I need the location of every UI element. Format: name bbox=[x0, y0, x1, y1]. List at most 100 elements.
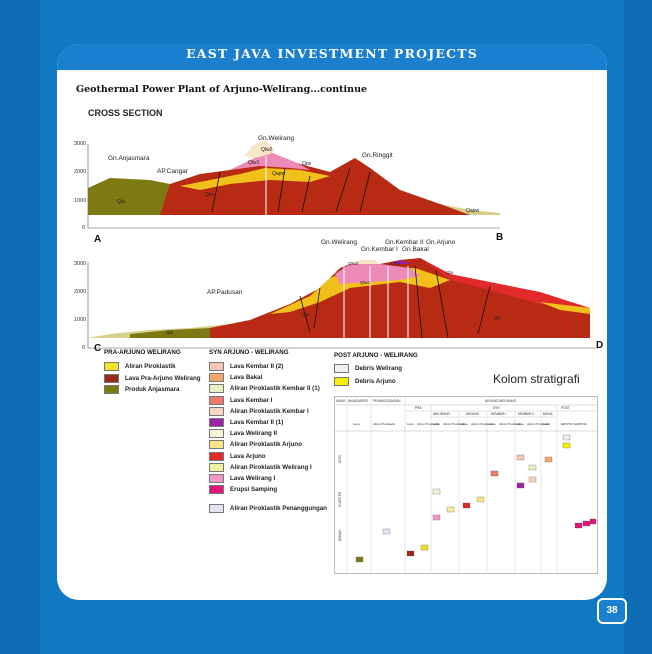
unit-qla2-cd: Qla bbox=[446, 270, 454, 275]
kolom-cell: Lava bbox=[489, 422, 496, 426]
kolom-cell: Aliran Piroklastik bbox=[443, 422, 466, 426]
legend-item: Lava Pra-Arjuno Welirang bbox=[104, 373, 201, 383]
legend-swatch bbox=[209, 485, 224, 495]
legend-label: Debris Welirang bbox=[355, 365, 402, 372]
right-margin-strip bbox=[624, 0, 652, 654]
legend-item: Lava Welirang II bbox=[209, 429, 277, 439]
section-title: CROSS SECTION bbox=[88, 108, 163, 118]
kolom-cell: KUARTER bbox=[338, 491, 342, 507]
label-gn-arjuno: Gn.Arjuno bbox=[426, 239, 456, 246]
legend-swatch bbox=[334, 377, 349, 386]
legend-item: Aliran Piroklastik Kembar II (1) bbox=[209, 384, 320, 394]
legend-label: Aliran Piroklastik Welirang I bbox=[230, 463, 312, 471]
legend-swatch bbox=[209, 462, 224, 472]
stratigraphic-column-table: UMUR ANJASMORO PENANGGUNGAN ARJUNO-WELIRANG… bbox=[334, 396, 598, 574]
cross-section-ab bbox=[87, 140, 500, 229]
legend-label: Aliran Piroklastik Arjuno bbox=[230, 441, 302, 449]
legend-swatch bbox=[209, 406, 224, 416]
kolom-cell: Lava bbox=[517, 422, 524, 426]
kolom-cell: BAWAH bbox=[338, 529, 342, 541]
axis-tick-1000-cd: 1000 bbox=[74, 317, 87, 323]
axis-tick-3000-cd: 3000 bbox=[74, 261, 87, 267]
legend-label: Lava Welirang I bbox=[230, 475, 276, 482]
legend-swatch bbox=[209, 395, 224, 405]
axis-tick-1000-ab: 1000 bbox=[74, 198, 87, 204]
unit-qlk2-cd: Qlk2 bbox=[391, 261, 401, 266]
axis-tick-0-ab: 0 bbox=[82, 225, 86, 231]
page-subtitle: Geothermal Power Plant of Arjuno-Weliran… bbox=[76, 84, 368, 95]
legend-swatch bbox=[209, 373, 224, 383]
legend-label: Lava Bakal bbox=[230, 374, 263, 382]
legend-swatch bbox=[209, 440, 224, 450]
legend-label: Lava Kembar I bbox=[230, 396, 273, 404]
legend-item: Debris Welirang bbox=[334, 364, 402, 373]
kolom-cell: WELIRANG bbox=[433, 412, 451, 416]
legend-item: Aliran Piroklastik Penanggungan bbox=[209, 504, 327, 514]
legend-swatch bbox=[104, 385, 119, 394]
legend-item: Produk Anjasmara bbox=[104, 385, 179, 394]
label-ap-cangar: AP.Cangar bbox=[157, 168, 188, 175]
unit-qlw2-ab: Qlw2 bbox=[261, 147, 273, 153]
kolom-cell: Lava bbox=[407, 422, 414, 426]
kolom-cell: ARJUNO bbox=[466, 412, 480, 416]
legend-item: Aliran Piroklastik Kembar I bbox=[209, 406, 309, 416]
legend-item: Lava Welirang I bbox=[209, 474, 275, 483]
legend-swatch bbox=[209, 384, 224, 394]
legend-item: Erupsi Samping bbox=[209, 485, 277, 495]
axis-tick-2000-ab: 2000 bbox=[74, 169, 87, 175]
corner-d: D bbox=[596, 340, 604, 351]
legend-swatch bbox=[209, 504, 224, 514]
kolom-cell: ATAS bbox=[338, 455, 342, 463]
label-gn-anjasmara: Gn.Anjasmara bbox=[108, 155, 150, 162]
kolom-cell: UMUR bbox=[336, 399, 346, 403]
kolom-cell: POST bbox=[561, 406, 570, 410]
legend-pra-title: PRA-ARJUNO WELIRANG bbox=[104, 349, 181, 356]
legend-swatch bbox=[209, 429, 224, 439]
unit-qps-ab: Qps bbox=[302, 161, 312, 167]
header-title: EAST JAVA INVESTMENT PROJECTS bbox=[186, 46, 478, 61]
legend-post-title: POST ARJUNO - WELIRANG bbox=[334, 352, 418, 359]
header-banner bbox=[57, 44, 607, 70]
legend-label: Aliran Piroklastik Kembar I bbox=[230, 407, 309, 415]
legend-swatch bbox=[209, 418, 224, 427]
legend-item: Debris Arjuno bbox=[334, 377, 396, 386]
unit-qlw1-ab: Qlw1 bbox=[248, 160, 260, 166]
kolom-cell: Lava bbox=[353, 422, 360, 426]
corner-c: C bbox=[94, 343, 102, 354]
legend-swatch bbox=[209, 362, 224, 371]
kolom-cell: Aliran Piroklastik bbox=[373, 422, 396, 426]
kolom-cell: Lava bbox=[433, 422, 440, 426]
legend-swatch bbox=[209, 474, 224, 483]
legend-item: Lava Kembar II (2) bbox=[209, 362, 283, 371]
axis-tick-3000-ab: 3000 bbox=[74, 141, 87, 147]
label-gn-ringgit: Gn.Ringgit bbox=[362, 152, 393, 159]
kolom-cell: PENANGGUNGAN bbox=[373, 399, 401, 403]
legend-item: Aliran Piroklastik bbox=[104, 362, 176, 371]
kolom-cell: Aliran Piroklastik bbox=[527, 422, 550, 426]
axis-tick-2000-cd: 2000 bbox=[74, 289, 87, 295]
label-gn-welirang-ab: Gn.Welirang bbox=[258, 135, 295, 142]
legend-label: Debris Arjuno bbox=[355, 378, 396, 385]
kolom-cell: KEMBAR I bbox=[491, 412, 507, 416]
legend-item: Aliran Piroklastik Arjuno bbox=[209, 440, 302, 450]
corner-b: B bbox=[496, 232, 504, 243]
legend-item: Lava Arjuno bbox=[209, 451, 266, 461]
legend-item: Lava Kembar II (1) bbox=[209, 418, 283, 427]
kolom-cell: Lava bbox=[543, 422, 550, 426]
kolom-cell: ANJASMORO bbox=[348, 399, 369, 403]
legend-label: Aliran Piroklastik Kembar II (1) bbox=[230, 385, 320, 393]
corner-a: A bbox=[94, 234, 102, 245]
kolom-cell: Lava bbox=[461, 422, 468, 426]
label-gn-kembar-i: Gn.Kembar I bbox=[361, 246, 398, 253]
legend-item: Lava Kembar I bbox=[209, 395, 273, 405]
unit-qla-cd: Qla bbox=[166, 330, 174, 335]
legend-label: Aliran Piroklastik bbox=[125, 363, 176, 370]
kolom-cell: ARJUNO-WELIRANG bbox=[485, 399, 517, 403]
page-number: 38 bbox=[597, 598, 627, 624]
legend-label: Lava Arjuno bbox=[230, 452, 266, 460]
unit-qla-ab: Qla bbox=[117, 199, 125, 205]
legend-label: Lava Welirang II bbox=[230, 430, 277, 438]
legend-swatch bbox=[209, 451, 224, 461]
legend-item: Aliran Piroklastik Welirang I bbox=[209, 462, 312, 472]
stratigraphic-column-grid bbox=[335, 397, 597, 573]
